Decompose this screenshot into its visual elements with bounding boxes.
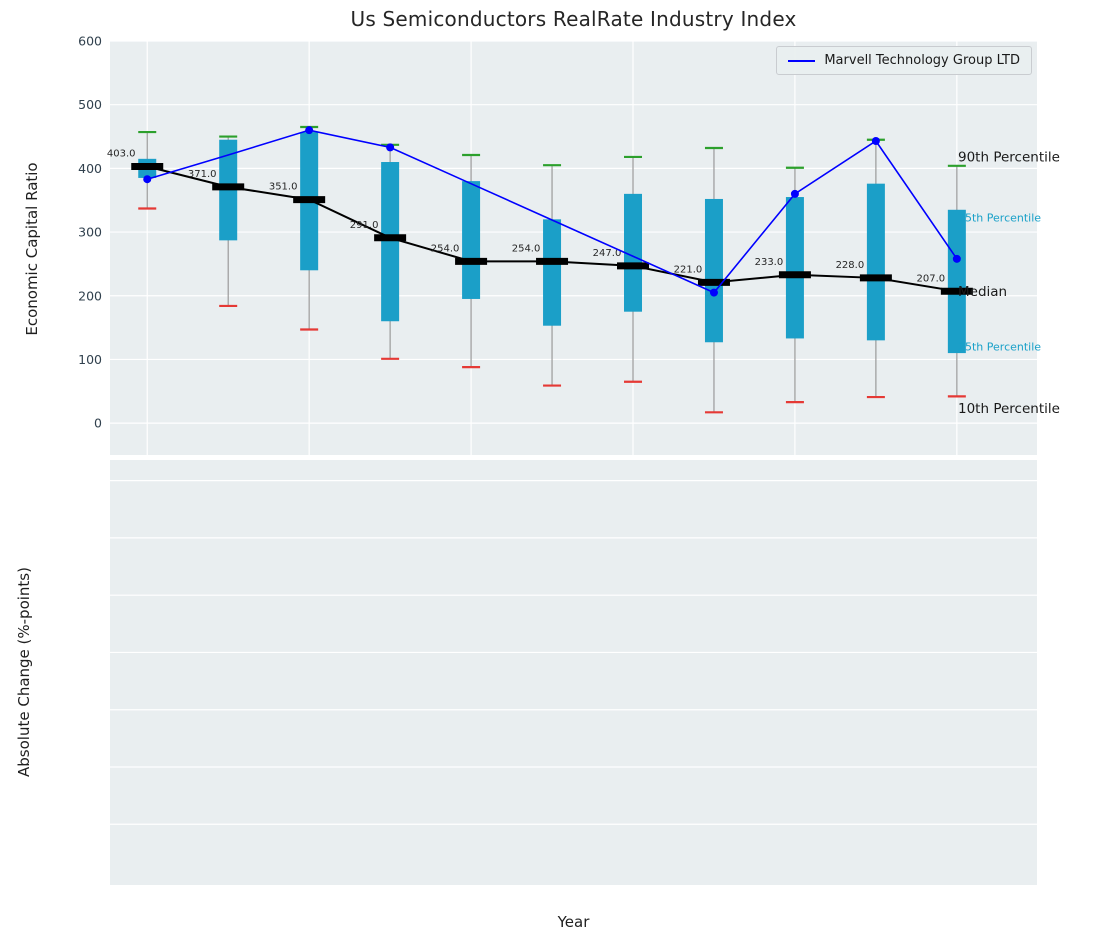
marvell-point [952, 254, 961, 263]
annotation-10th-percentile: 10th Percentile [958, 401, 1060, 417]
median-value-label: 228.0 [836, 260, 865, 271]
bottom-panel [110, 460, 1037, 885]
bottom-panel-background [110, 460, 1037, 885]
y-tick-label: 300 [78, 225, 102, 240]
median-value-label: 291.0 [350, 220, 379, 231]
median-value-label: 371.0 [188, 169, 217, 180]
top-panel-background [110, 41, 1037, 455]
y-tick-label: 600 [78, 34, 102, 49]
percentile-box [624, 193, 643, 312]
legend-label: Marvell Technology Group LTD [824, 53, 1020, 68]
marvell-point [305, 126, 314, 135]
annotation-90th-percentile: 90th Percentile [958, 149, 1060, 165]
y-tick-label: 500 [78, 97, 102, 112]
percentile-box [947, 209, 966, 354]
y-tick-label: 400 [78, 161, 102, 176]
percentile-box [462, 181, 481, 299]
marvell-line [147, 129, 958, 294]
marvell-point [790, 189, 799, 198]
marvell-point [386, 143, 395, 152]
chart-title: Us Semiconductors RealRate Industry Inde… [350, 7, 797, 31]
median-value-label: 233.0 [755, 257, 784, 268]
x-axis-label: Year [557, 913, 590, 931]
median-value-label: 207.0 [917, 273, 946, 284]
percentile-box [866, 183, 885, 341]
top-panel: 0 100 200 300 400 500 600 403.0 371.0 351.0 291.0 2… [78, 34, 1060, 455]
percentile-box [785, 197, 804, 339]
y-tick-label: 0 [94, 416, 102, 431]
y-tick-label: 200 [78, 288, 102, 303]
annotation-median: Median [958, 284, 1007, 300]
median-value-label: 221.0 [674, 264, 703, 275]
y-tick-label: 100 [78, 352, 102, 367]
median-value-label: 247.0 [593, 248, 622, 259]
top-y-axis-label: Economic Capital Ratio [23, 162, 41, 336]
marvell-point [709, 288, 718, 297]
legend: Marvell Technology Group LTD [776, 46, 1032, 75]
legend-line-sample [788, 59, 816, 62]
annotation-25th-percentile: 25th Percentile [958, 341, 1041, 354]
median-value-label: 254.0 [431, 243, 460, 254]
median-value-label: 351.0 [269, 182, 298, 193]
marvell-point [143, 175, 152, 184]
percentile-box [381, 162, 400, 322]
bottom-y-axis-label: Absolute Change (%-points) [15, 567, 33, 777]
median-value-label: 403.0 [107, 148, 136, 159]
percentile-box [543, 219, 562, 326]
percentile-box [704, 198, 723, 343]
annotation-75th-percentile: 75th Percentile [958, 211, 1041, 224]
median-value-label: 254.0 [512, 243, 541, 254]
marvell-point [871, 136, 880, 145]
